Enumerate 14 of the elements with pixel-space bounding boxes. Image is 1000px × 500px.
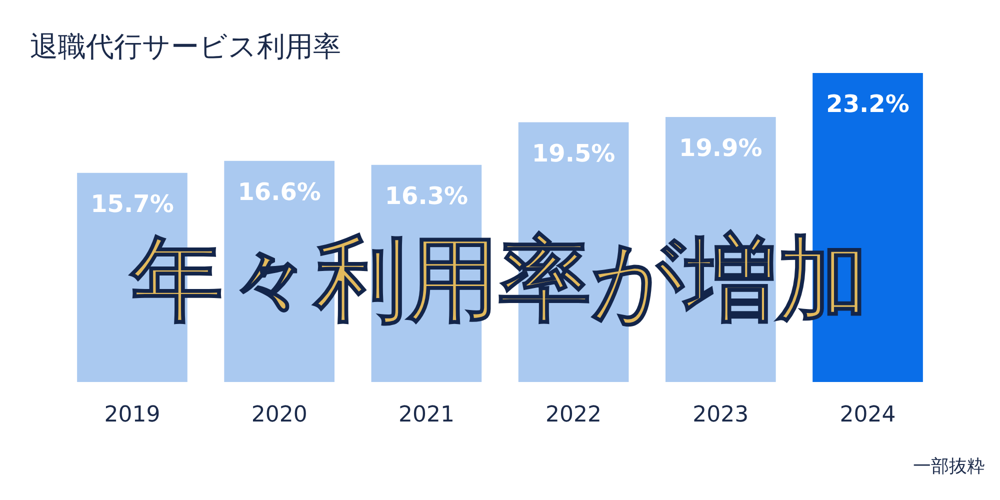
data-label: 15.7%	[90, 190, 174, 218]
x-tick-label: 2024	[840, 402, 896, 428]
x-tick-label: 2020	[251, 402, 308, 428]
x-tick-label: 2021	[398, 402, 454, 428]
data-label: 19.5%	[532, 139, 616, 168]
data-label: 16.3%	[384, 182, 468, 210]
x-tick-label: 2022	[546, 402, 602, 428]
x-tick-label: 2019	[104, 402, 160, 428]
data-label: 23.2%	[826, 90, 910, 118]
data-label: 19.9%	[679, 134, 762, 162]
text: 一部抜粋	[913, 456, 985, 477]
x-tick-label: 2023	[692, 402, 749, 428]
chart-title: 退職代行サービス利用率	[30, 30, 341, 63]
data-label: 16.6%	[238, 178, 321, 206]
